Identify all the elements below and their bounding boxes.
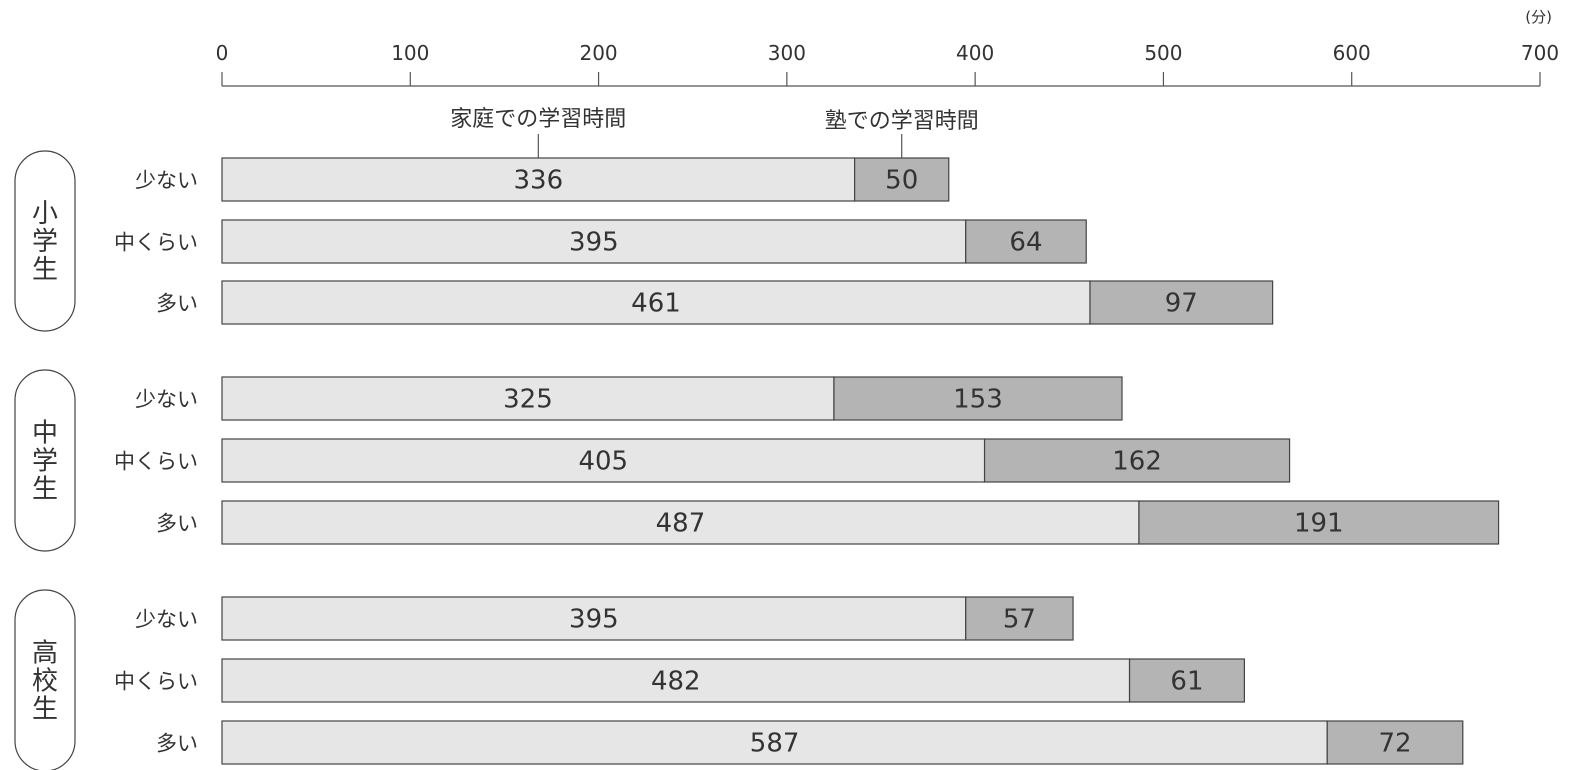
category-label: 多い: [156, 292, 198, 316]
x-axis-unit: (分): [1525, 8, 1552, 26]
bar-cram-school-study: [1138, 500, 1500, 545]
x-tick-label: 700: [1521, 41, 1559, 65]
x-tick-label: 100: [391, 41, 429, 65]
bar-value-label: 336: [513, 166, 563, 196]
category-label: 中くらい: [114, 231, 198, 255]
bar-value-label: 461: [631, 289, 681, 319]
bar-cram-school-study: [965, 219, 1087, 264]
category-label: 少ない: [135, 388, 198, 412]
bar-value-label: 57: [1003, 605, 1036, 635]
bars: 少ない 336 50 中くらい 395 64 多い 461 97 少ない 325 153 中くらい 405…: [114, 157, 1500, 765]
group-label-frame: [14, 150, 76, 332]
group-label-frame: [14, 369, 76, 552]
category-label: 中くらい: [114, 670, 198, 694]
bar-value-label: 97: [1165, 289, 1198, 319]
bar-cram-school-study: [1128, 658, 1245, 703]
bar-value-label: 587: [750, 729, 800, 759]
bar-cram-school-study: [1326, 720, 1464, 765]
category-label: 少ない: [135, 608, 198, 632]
bar-home-study: [221, 500, 1140, 545]
category-label: 中くらい: [114, 450, 198, 474]
legend: 家庭での学習時間 塾での学習時間: [450, 107, 979, 158]
group-label: 高校生: [32, 639, 58, 725]
x-tick-label: 0: [216, 41, 229, 65]
x-tick-label: 200: [579, 41, 617, 65]
group-label-frame: [14, 589, 76, 770]
bar-value-label: 61: [1170, 667, 1203, 697]
bar-value-label: 482: [651, 667, 701, 697]
bar-value-label: 405: [578, 447, 628, 477]
bar-cram-school-study: [965, 596, 1074, 641]
bar-value-label: 162: [1112, 447, 1162, 477]
bar-home-study: [221, 596, 967, 641]
x-tick-label: 300: [768, 41, 806, 65]
category-label: 多い: [156, 732, 198, 756]
bar-value-label: 395: [569, 228, 619, 258]
group-label: 小学生: [32, 199, 58, 285]
bar-home-study: [221, 720, 1328, 765]
category-label: 少ない: [135, 169, 198, 193]
bar-cram-school-study: [833, 376, 1123, 421]
bar-home-study: [221, 438, 986, 483]
bar-value-label: 153: [953, 385, 1003, 415]
bar-value-label: 325: [503, 385, 553, 415]
bar-cram-school-study: [854, 157, 950, 202]
bar-value-label: 64: [1009, 228, 1042, 258]
x-tick-label: 600: [1333, 41, 1371, 65]
bar-home-study: [221, 658, 1131, 703]
bar-cram-school-study: [983, 438, 1291, 483]
bar-value-label: 50: [885, 166, 918, 196]
group-label: 中学生: [32, 419, 58, 505]
legend-label: 塾での学習時間: [825, 109, 979, 134]
bar-home-study: [221, 280, 1091, 325]
x-tick-label: 500: [1144, 41, 1182, 65]
category-label: 多い: [156, 512, 198, 536]
x-axis: 0 100 200 300 400 500 600 700 (分): [216, 8, 1559, 87]
bar-home-study: [221, 376, 835, 421]
legend-label: 家庭での学習時間: [450, 107, 626, 132]
bar-value-label: 191: [1294, 509, 1344, 539]
bar-value-label: 487: [656, 509, 706, 539]
bar-home-study: [221, 219, 967, 264]
bar-value-label: 72: [1378, 729, 1411, 759]
x-tick-label: 400: [956, 41, 994, 65]
bar-value-label: 395: [569, 605, 619, 635]
bar-cram-school-study: [1089, 280, 1274, 325]
